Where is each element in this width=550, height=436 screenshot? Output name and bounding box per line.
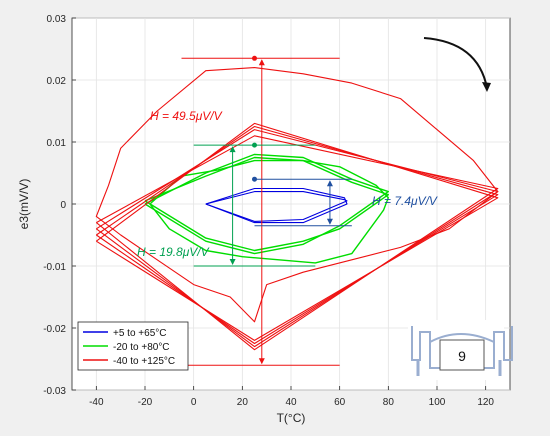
package-chip: [439, 339, 485, 371]
hysteresis-label: H = 7.4μV/V: [372, 194, 438, 208]
x-tick-label: 60: [334, 397, 346, 408]
x-tick-label: 40: [285, 397, 297, 408]
y-tick-label: 0.03: [47, 14, 67, 25]
hysteresis-label: H = 49.5μV/V: [150, 109, 223, 123]
series-line: [144, 153, 389, 255]
legend-entry: +5 to +65°C: [113, 328, 166, 339]
y-axis-label: e3(mV/V): [17, 179, 31, 230]
package-lid: [429, 333, 495, 343]
x-tick-label: 100: [429, 397, 446, 408]
y-tick-label: 0: [60, 200, 66, 211]
y-tick-label: -0.03: [43, 386, 66, 397]
hysteresis-label: H = 19.8μV/V: [137, 245, 210, 259]
x-tick-label: -20: [138, 397, 153, 408]
package-icon: 9: [408, 320, 513, 380]
rotation-arrow-head: [482, 82, 491, 92]
arrow-head-down: [258, 358, 265, 365]
x-tick-label: 0: [191, 397, 197, 408]
series-group: [95, 67, 499, 351]
legend: +5 to +65°C -20 to +80°C -40 to +125°C: [77, 321, 189, 371]
arrow-head-down: [229, 259, 236, 265]
series-line: [95, 135, 499, 351]
inset-number: 9: [458, 348, 466, 364]
y-tick-label: 0.02: [47, 76, 67, 87]
arrow-head-up: [258, 59, 265, 66]
x-ticks: -40 -20 0 20 40 60 80 100 120: [89, 386, 494, 408]
arrow-head-up: [326, 180, 333, 187]
series-line: [149, 159, 389, 264]
x-axis-label: T(°C): [277, 411, 306, 425]
x-tick-label: 80: [383, 397, 395, 408]
rotation-arrow: [423, 37, 488, 89]
legend-entry: -20 to +80°C: [113, 342, 170, 353]
peak-marker: [252, 142, 257, 148]
legend-entry: -40 to +125°C: [113, 356, 175, 367]
peak-marker: [252, 55, 257, 61]
y-ticks: -0.03 -0.02 -0.01 0 0.01 0.02 0.03: [43, 14, 76, 397]
arrow-head-up: [229, 146, 236, 153]
annotations: H = 49.5μV/V H = 19.8μV/V H = 7.4μV/V: [137, 37, 491, 366]
y-tick-label: -0.01: [43, 262, 66, 273]
arrow-head-down: [326, 218, 333, 225]
y-tick-label: -0.02: [43, 324, 66, 335]
peak-marker: [252, 176, 257, 182]
x-tick-label: 120: [477, 397, 494, 408]
y-tick-label: 0.01: [47, 138, 67, 149]
series-line: [205, 191, 348, 222]
x-tick-label: -40: [89, 397, 104, 408]
x-tick-label: 20: [237, 397, 249, 408]
series-line: [144, 156, 389, 252]
series-line: [95, 67, 499, 323]
